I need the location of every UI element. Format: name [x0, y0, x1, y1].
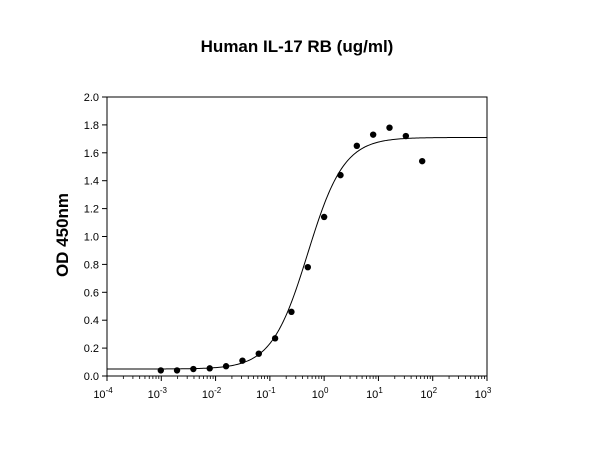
data-points	[157, 124, 426, 374]
data-point	[386, 124, 393, 131]
x-tick-label: 10-1	[256, 386, 276, 401]
data-point	[157, 367, 165, 374]
data-point	[271, 335, 279, 342]
x-tick-label: 100	[312, 386, 329, 401]
data-point	[190, 365, 197, 373]
x-tick-label: 10-2	[202, 386, 222, 401]
data-point	[320, 213, 328, 221]
y-tick-label: 1.0	[84, 232, 99, 244]
y-tick-label: 0.6	[84, 287, 99, 299]
data-point	[239, 357, 246, 364]
y-axis: 0.0 0.2 0.4 0.6 0.8 1.0 1.2 1.4 1.6 1.8 2.0	[84, 92, 107, 383]
fit-curve	[107, 136, 487, 370]
data-point	[173, 367, 181, 374]
x-axis: 10-4 10-3 10-2 10-1 100 101 102 103	[93, 376, 492, 401]
x-tick-label: 10-3	[148, 386, 168, 401]
x-tick-label: 102	[420, 386, 437, 401]
data-point	[206, 365, 213, 372]
y-tick-label: 2.0	[84, 92, 99, 104]
x-tick-label: 101	[366, 386, 383, 401]
y-tick-label: 1.6	[84, 148, 99, 160]
data-point	[337, 171, 344, 179]
y-tick-label: 0.2	[84, 343, 99, 355]
y-tick-label: 1.8	[84, 120, 99, 132]
data-point	[353, 142, 361, 150]
plot-frame	[106, 96, 488, 377]
data-point	[222, 363, 230, 370]
data-point	[369, 131, 377, 138]
data-point	[418, 157, 426, 165]
y-tick-label: 0.8	[84, 259, 99, 271]
data-point	[402, 132, 410, 140]
x-tick-label: 103	[475, 386, 492, 401]
y-tick-label: 0.4	[84, 315, 99, 327]
chart-title: Human IL-17 RB (ug/ml)	[201, 37, 394, 56]
data-point	[255, 350, 262, 357]
data-point	[288, 308, 295, 316]
data-point	[304, 263, 312, 271]
y-axis-label: OD 450nm	[53, 193, 72, 277]
y-tick-label: 0.0	[84, 371, 99, 383]
x-tick-label: 10-4	[93, 386, 113, 401]
y-tick-label: 1.2	[84, 204, 99, 216]
y-tick-label: 1.4	[84, 176, 99, 188]
